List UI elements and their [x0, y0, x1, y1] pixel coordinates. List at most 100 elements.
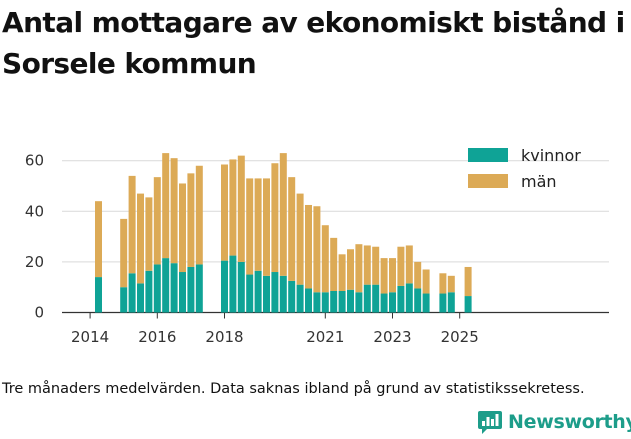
x-tick-label: 2021 — [306, 328, 344, 346]
bar-kvinnor — [162, 258, 170, 313]
legend-swatch — [468, 148, 508, 162]
legend-item: kvinnor — [468, 146, 581, 165]
bar-kvinnor — [128, 273, 136, 313]
bar-man — [128, 175, 136, 274]
x-tick-label: 2023 — [373, 328, 411, 346]
bar-kvinnor — [279, 275, 287, 313]
bar-man — [447, 275, 455, 293]
bar-stack — [128, 175, 136, 313]
y-axis: 0 20 40 60 — [25, 152, 44, 322]
bar-stack — [380, 258, 388, 313]
bar-kvinnor — [187, 266, 195, 313]
bar-stack — [447, 275, 455, 313]
bar-kvinnor — [170, 263, 178, 313]
bar-stack — [439, 273, 447, 313]
bar-stack — [271, 163, 279, 313]
bar-stack — [170, 158, 178, 313]
bar-man — [271, 163, 279, 273]
bar-man — [380, 258, 388, 294]
footnote: Tre månaders medelvärden. Data saknas ib… — [2, 381, 585, 397]
bar-man — [221, 164, 228, 261]
bar-kvinnor — [120, 287, 128, 313]
bar-man — [439, 273, 447, 294]
y-tick-label: 40 — [25, 202, 44, 220]
bar-stack — [422, 269, 430, 313]
bar-kvinnor — [263, 275, 270, 313]
bar-kvinnor — [447, 292, 455, 313]
bar-man — [162, 153, 170, 259]
bar-stack — [120, 218, 128, 313]
bar-kvinnor — [330, 290, 338, 313]
bar-kvinnor — [464, 296, 472, 313]
bar-kvinnor — [372, 284, 380, 313]
bar-kvinnor — [389, 292, 396, 313]
bar-man — [229, 159, 237, 256]
bar-kvinnor — [237, 261, 245, 313]
bar-stack — [137, 193, 144, 313]
bar-stack — [279, 153, 287, 313]
bar-stack — [246, 178, 254, 313]
bar-kvinnor — [338, 290, 346, 313]
bar-stack — [330, 237, 338, 313]
bar-kvinnor — [221, 260, 228, 313]
bar-kvinnor — [271, 272, 279, 313]
bar-stack — [397, 246, 405, 313]
bar-man — [296, 193, 304, 285]
bar-kvinnor — [95, 277, 102, 313]
bar-stack — [288, 177, 296, 313]
bar-man — [464, 266, 472, 297]
bar-man — [313, 206, 321, 293]
bar-stack — [221, 164, 228, 313]
bar-man — [347, 249, 354, 290]
bar-kvinnor — [347, 289, 354, 313]
bar-stack — [229, 159, 237, 313]
bar-stack — [321, 225, 329, 313]
bar-kvinnor — [439, 293, 447, 313]
y-tick-label: 20 — [25, 253, 44, 271]
bar-stack — [179, 183, 186, 313]
bar-man — [179, 183, 186, 273]
bar-man — [330, 237, 338, 291]
legend-item: män — [468, 172, 557, 191]
bar-stack — [338, 254, 346, 313]
bar-man — [372, 246, 380, 285]
newsworthy-logo-icon — [478, 411, 502, 434]
bar-man — [195, 165, 203, 265]
bar-stack — [405, 245, 413, 313]
bar-kvinnor — [145, 270, 153, 313]
legend: kvinnor män — [468, 146, 581, 191]
bar-man — [254, 178, 262, 271]
bar-stack — [187, 173, 195, 313]
y-tick-label: 60 — [25, 152, 44, 170]
bar-stack — [363, 245, 371, 313]
bar-kvinnor — [229, 255, 237, 313]
bar-man — [95, 201, 102, 278]
bar-man — [321, 225, 329, 293]
bar-stack — [464, 266, 472, 313]
x-tick-label: 2016 — [138, 328, 176, 346]
bar-man — [405, 245, 413, 284]
bar-kvinnor — [153, 264, 161, 313]
bar-man — [187, 173, 195, 267]
bar-man — [145, 197, 153, 271]
bars — [95, 153, 472, 313]
bar-man — [288, 177, 296, 281]
bar-kvinnor — [195, 264, 203, 313]
brand-logo[interactable]: Newsworthy — [477, 409, 631, 435]
x-tick-label: 2018 — [205, 328, 243, 346]
bar-kvinnor — [254, 270, 262, 313]
bar-man — [246, 178, 254, 275]
bar-man — [363, 245, 371, 285]
bar-man — [305, 204, 312, 289]
bar-stack — [414, 261, 422, 313]
bar-man — [355, 244, 363, 293]
bar-kvinnor — [422, 293, 430, 313]
bar-kvinnor — [405, 283, 413, 313]
bar-kvinnor — [363, 284, 371, 313]
bar-man — [279, 153, 287, 276]
bar-man — [153, 177, 161, 265]
bar-kvinnor — [305, 288, 312, 313]
bar-kvinnor — [288, 280, 296, 313]
bar-stack — [195, 165, 203, 313]
bar-man — [120, 218, 128, 288]
